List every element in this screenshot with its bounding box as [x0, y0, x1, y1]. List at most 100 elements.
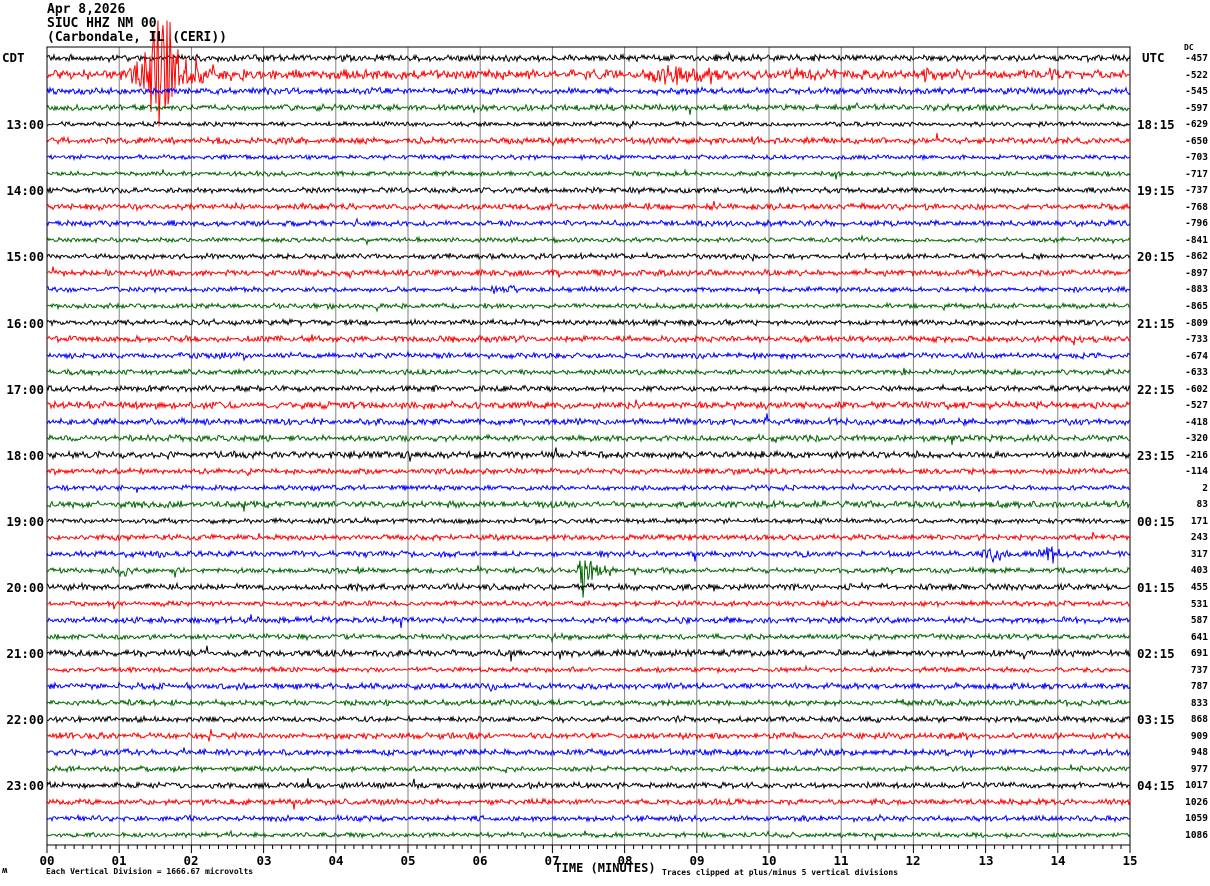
dc-value: -733 — [1185, 334, 1208, 345]
utc-hour-label: 19:15 — [1137, 183, 1175, 198]
dc-value: -320 — [1185, 433, 1208, 444]
x-tick-label: 15 — [1122, 853, 1138, 868]
dc-value: -545 — [1185, 86, 1208, 97]
utc-hour-label: 04:15 — [1137, 778, 1175, 793]
dc-value: 868 — [1190, 714, 1208, 725]
dc-value: -883 — [1185, 284, 1208, 295]
cdt-hour-label: 17:00 — [6, 382, 44, 397]
trace-row — [46, 466, 1131, 477]
trace-row — [46, 631, 1131, 644]
dc-value: -527 — [1185, 400, 1208, 411]
trace-row — [46, 350, 1131, 362]
dc-value: -703 — [1185, 152, 1208, 163]
minute-gridlines — [118, 47, 1059, 845]
trace-row — [46, 266, 1131, 280]
x-tick-label: 08 — [617, 853, 633, 868]
x-tick-label: 11 — [833, 853, 849, 868]
trace-row — [46, 50, 1131, 64]
dc-value: -457 — [1185, 53, 1208, 64]
trace-row — [46, 447, 1131, 462]
trace-row — [46, 546, 1131, 564]
dc-value: 691 — [1190, 648, 1208, 659]
dc-value: -674 — [1185, 351, 1208, 362]
trace-row — [46, 200, 1131, 212]
dc-value: 909 — [1190, 731, 1208, 742]
utc-hour-label: 23:15 — [1137, 448, 1175, 463]
x-tick-label: 03 — [256, 853, 272, 868]
dc-value: -737 — [1185, 185, 1208, 196]
trace-row — [46, 133, 1131, 147]
dc-column-header: DC — [1184, 43, 1194, 52]
x-tick-label: 12 — [905, 853, 921, 868]
x-tick-label: 00 — [39, 853, 55, 868]
dc-value: -629 — [1185, 119, 1208, 130]
trace-row — [46, 664, 1131, 675]
x-tick-label: 05 — [400, 853, 416, 868]
trace-row — [46, 217, 1131, 229]
trace-row — [46, 729, 1131, 742]
trace-row — [46, 251, 1131, 262]
x-tick-label: 02 — [183, 853, 199, 868]
dc-value: 977 — [1190, 764, 1208, 775]
utc-hour-label: 02:15 — [1137, 646, 1175, 661]
trace-row — [46, 747, 1131, 758]
trace-row — [46, 413, 1131, 427]
dc-value: 1086 — [1185, 830, 1208, 841]
dc-value: -841 — [1185, 235, 1208, 246]
dc-value: 455 — [1190, 582, 1208, 593]
title-location: (Carbondale, IL (CERI)) — [47, 30, 228, 45]
dc-value: -768 — [1185, 202, 1208, 213]
x-tick-label: 01 — [111, 853, 127, 868]
dc-value: 83 — [1196, 499, 1208, 510]
cdt-hour-label: 13:00 — [6, 117, 44, 132]
right-axis-label: UTC — [1142, 50, 1165, 65]
cdt-hour-label: 16:00 — [6, 316, 44, 331]
trace-row — [46, 560, 1131, 598]
trace-row — [46, 301, 1131, 313]
x-tick-label: 13 — [978, 853, 994, 868]
trace-row — [46, 515, 1131, 526]
left-axis-label: CDT — [2, 50, 25, 65]
x-tick-label: 10 — [761, 853, 777, 868]
dc-value: 171 — [1190, 516, 1208, 527]
x-tick-label: 06 — [472, 853, 488, 868]
dc-value: 531 — [1190, 599, 1208, 610]
dc-value: -717 — [1185, 169, 1208, 180]
trace-row — [46, 234, 1131, 247]
trace-row — [46, 383, 1131, 394]
dc-value: 787 — [1190, 681, 1208, 692]
dc-value: 641 — [1190, 632, 1208, 643]
trace-row — [46, 697, 1131, 708]
trace-row — [46, 829, 1131, 841]
trace-row — [46, 334, 1131, 346]
cdt-hour-label: 21:00 — [6, 646, 44, 661]
cdt-hour-label: 14:00 — [6, 183, 44, 198]
cdt-hour-label: 22:00 — [6, 712, 44, 727]
trace-row — [46, 598, 1131, 610]
trace-row — [46, 367, 1131, 377]
trace-row — [46, 797, 1131, 810]
utc-hour-label: 01:15 — [1137, 580, 1175, 595]
utc-hour-label: 20:15 — [1137, 249, 1175, 264]
dc-value: -809 — [1185, 318, 1208, 329]
trace-row — [46, 714, 1131, 725]
trace-row — [46, 482, 1131, 493]
dc-value: -597 — [1185, 103, 1208, 114]
trace-row — [46, 432, 1131, 446]
trace-row — [46, 778, 1131, 791]
cdt-hour-label: 20:00 — [6, 580, 44, 595]
dc-value: 317 — [1190, 549, 1208, 560]
dc-value: -602 — [1185, 384, 1208, 395]
cdt-hour-label: 23:00 — [6, 778, 44, 793]
trace-row — [46, 399, 1131, 411]
plot-border — [46, 46, 1131, 846]
dc-value: -862 — [1185, 251, 1208, 262]
clip-note: Traces clipped at plus/minus 5 vertical … — [662, 868, 899, 877]
cdt-hour-label: 18:00 — [6, 448, 44, 463]
dc-value: 737 — [1190, 665, 1208, 676]
title-date: Apr 8,2026 — [47, 2, 126, 17]
utc-hour-label: 03:15 — [1137, 712, 1175, 727]
dc-value: -897 — [1185, 268, 1208, 279]
utc-hour-label: 18:15 — [1137, 117, 1175, 132]
